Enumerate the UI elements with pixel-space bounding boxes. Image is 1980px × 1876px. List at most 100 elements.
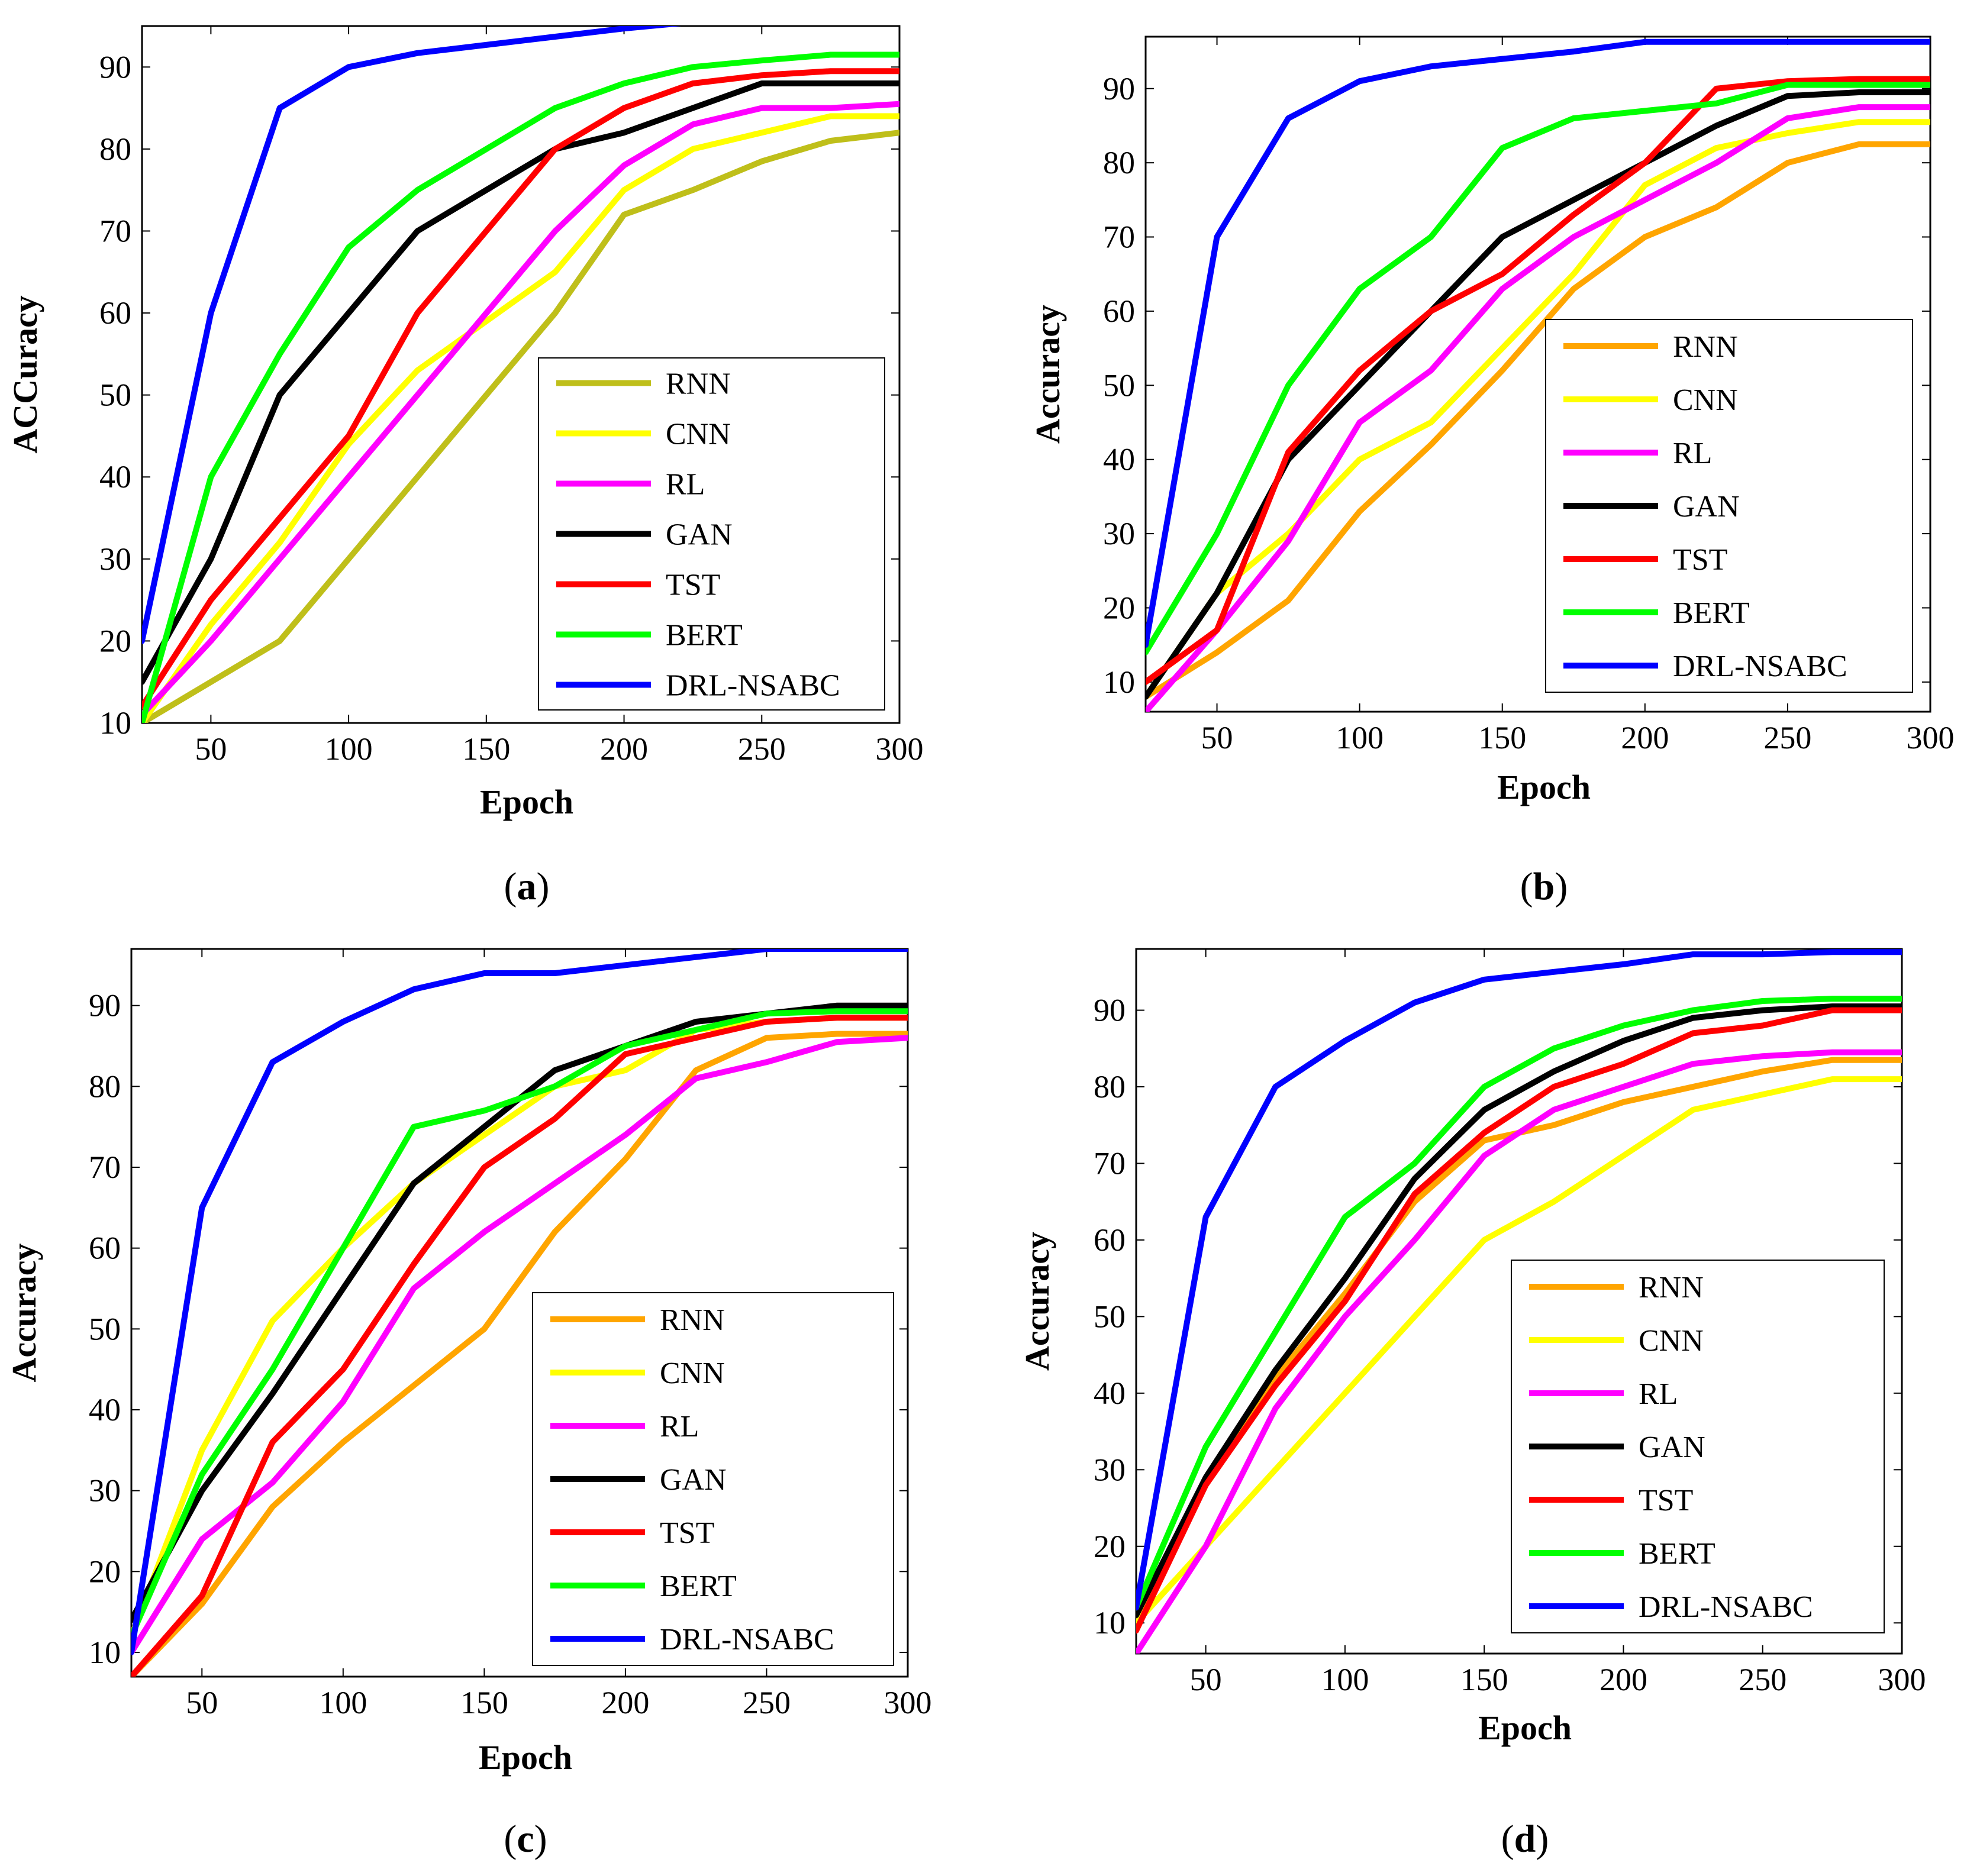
series-line-rl bbox=[1146, 104, 1930, 712]
chart-panel-d: 50 100 150 200 250 300 10 20 30 40 50 60 70 80 90 Epoch… bbox=[1018, 948, 1926, 1861]
legend-label: CNN bbox=[660, 1357, 725, 1390]
x-tick-label: 300 bbox=[876, 731, 924, 767]
legend-label: RNN bbox=[666, 367, 731, 401]
series-line-tst bbox=[1146, 76, 1930, 685]
x-tick-label: 100 bbox=[1321, 1662, 1369, 1697]
x-tick-label: 150 bbox=[1460, 1662, 1508, 1697]
x-tick-label: 150 bbox=[462, 731, 510, 767]
panel-letter: c bbox=[517, 1817, 534, 1861]
series-line-rnn bbox=[142, 130, 899, 723]
x-tick-label: 300 bbox=[884, 1685, 932, 1720]
legend-label: CNN bbox=[666, 418, 731, 451]
legend-label: TST bbox=[1639, 1484, 1693, 1517]
legend-label: BERT bbox=[1639, 1537, 1715, 1571]
y-axis-title: ACCuracy bbox=[6, 295, 44, 453]
x-tick-label: 250 bbox=[743, 1685, 791, 1720]
y-tick-label: 50 bbox=[99, 377, 131, 413]
legend-label: TST bbox=[1673, 543, 1727, 577]
legend-label: BERT bbox=[660, 1570, 737, 1603]
series-line-bert bbox=[142, 51, 899, 723]
series-line-bert bbox=[131, 1008, 908, 1639]
plot-frame bbox=[141, 25, 901, 724]
legend-label: GAN bbox=[660, 1463, 727, 1497]
y-axis-title: Accuracy bbox=[1018, 1232, 1056, 1371]
legend-label: RNN bbox=[1639, 1271, 1704, 1305]
y-tick-label: 90 bbox=[1094, 993, 1126, 1028]
series-line-drl-nsabc bbox=[1146, 38, 1930, 648]
y-tick-label: 20 bbox=[99, 623, 131, 658]
y-tick-label: 40 bbox=[1094, 1375, 1126, 1411]
x-tick-label: 250 bbox=[738, 731, 786, 767]
y-tick-label: 20 bbox=[1103, 590, 1135, 625]
series-line-rnn bbox=[1146, 141, 1930, 700]
legend-label: RL bbox=[666, 468, 705, 502]
x-tick-label: 150 bbox=[460, 1685, 508, 1720]
panel-caption: (b) bbox=[1520, 865, 1568, 908]
legend: RNN CNN RL GAN TST BERT DRL-NSABC bbox=[532, 1292, 894, 1666]
y-tick-label: 40 bbox=[99, 459, 131, 495]
y-tick-label: 60 bbox=[99, 295, 131, 331]
y-tick-label: 90 bbox=[1103, 71, 1135, 106]
y-tick-label: 10 bbox=[1094, 1605, 1126, 1641]
y-tick-label: 60 bbox=[1094, 1222, 1126, 1258]
y-tick-label: 70 bbox=[1094, 1145, 1126, 1181]
legend-label: RL bbox=[1673, 437, 1712, 470]
series-line-rl bbox=[1136, 1049, 1902, 1654]
series-line-rl bbox=[142, 101, 899, 718]
x-axis-title: Epoch bbox=[1497, 768, 1591, 806]
x-tick-label: 150 bbox=[1478, 720, 1526, 755]
y-tick-label: 80 bbox=[1094, 1069, 1126, 1105]
legend-label: RNN bbox=[1673, 330, 1738, 364]
x-tick-label: 200 bbox=[1600, 1662, 1647, 1697]
panel-caption: (d) bbox=[1501, 1817, 1549, 1861]
legend: RNN CNN RL GAN TST BERT DRL-NSABC bbox=[538, 357, 885, 711]
legend-label: RNN bbox=[660, 1303, 725, 1337]
panel-letter: a bbox=[517, 865, 537, 908]
y-tick-label: 50 bbox=[89, 1311, 121, 1347]
legend-label: DRL-NSABC bbox=[1639, 1590, 1813, 1624]
x-axis-title: Epoch bbox=[479, 1738, 572, 1777]
y-tick-label: 90 bbox=[99, 49, 131, 85]
series-line-bert bbox=[1146, 82, 1930, 656]
panel-caption: (c) bbox=[504, 1817, 547, 1861]
legend-label: BERT bbox=[1673, 596, 1750, 630]
y-tick-label: 70 bbox=[1103, 219, 1135, 255]
panel-caption: (a) bbox=[504, 865, 550, 908]
legend-label: TST bbox=[666, 569, 720, 602]
legend-label: RL bbox=[1639, 1377, 1678, 1411]
chart-panel-a: 50 100 150 200 250 300 10 20 30 40 50 60 70 80 90 Epoch… bbox=[6, 25, 924, 908]
panel-letter: b bbox=[1533, 865, 1555, 908]
legend-label: CNN bbox=[1639, 1324, 1704, 1358]
legend-label: CNN bbox=[1673, 383, 1738, 417]
y-tick-label: 80 bbox=[1103, 145, 1135, 180]
x-tick-label: 250 bbox=[1739, 1662, 1786, 1697]
series-line-drl-nsabc bbox=[1136, 949, 1902, 1611]
series-group bbox=[142, 26, 899, 723]
series-group bbox=[131, 949, 908, 1677]
legend-label: DRL-NSABC bbox=[666, 669, 840, 703]
x-tick-label: 50 bbox=[195, 731, 227, 767]
legend-label: DRL-NSABC bbox=[1673, 650, 1847, 683]
x-tick-label: 50 bbox=[186, 1685, 218, 1720]
series-line-cnn bbox=[142, 113, 899, 723]
series-line-tst bbox=[1136, 1007, 1902, 1634]
series-line-tst bbox=[142, 68, 899, 710]
y-tick-label: 80 bbox=[89, 1068, 121, 1104]
y-tick-label: 70 bbox=[99, 213, 131, 248]
x-tick-label: 300 bbox=[1878, 1662, 1926, 1697]
y-tick-label: 20 bbox=[89, 1554, 121, 1589]
plot-frame bbox=[1144, 35, 1931, 713]
legend: RNN CNN RL GAN TST BERT DRL-NSABC bbox=[1545, 319, 1913, 693]
series-line-cnn bbox=[1136, 1076, 1902, 1626]
series-line-rl bbox=[131, 1035, 908, 1655]
x-tick-label: 100 bbox=[325, 731, 373, 767]
series-line-cnn bbox=[1146, 119, 1930, 700]
y-tick-label: 40 bbox=[89, 1392, 121, 1428]
x-tick-label: 200 bbox=[600, 731, 648, 767]
y-axis-title: Accuracy bbox=[5, 1243, 43, 1382]
y-tick-label: 20 bbox=[1094, 1529, 1126, 1564]
series-line-rnn bbox=[131, 1031, 908, 1677]
series-line-bert bbox=[1136, 996, 1902, 1611]
plot-frame bbox=[130, 948, 909, 1678]
